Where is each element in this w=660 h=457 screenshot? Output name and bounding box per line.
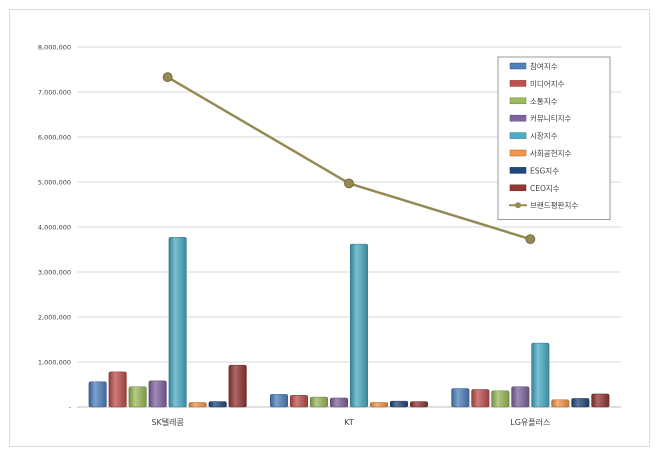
bar-5-1 bbox=[168, 237, 187, 408]
legend-swatch bbox=[509, 80, 527, 87]
y-tick-label: 4,000,000 bbox=[38, 224, 71, 232]
legend-label: 소통지수 bbox=[530, 97, 558, 106]
bar-4-3 bbox=[511, 386, 530, 408]
bar-1-1 bbox=[88, 381, 107, 408]
y-tick-label: 2,000,000 bbox=[38, 314, 71, 322]
bar-3-3 bbox=[491, 390, 510, 408]
line-point-3 bbox=[525, 234, 536, 245]
bar-8-3 bbox=[591, 393, 610, 408]
x-axis-categories: SK텔레콤 KT LG유플러스 bbox=[151, 418, 550, 427]
legend-swatch bbox=[509, 114, 527, 122]
y-tick-label: 5,000,000 bbox=[38, 179, 71, 187]
y-tick-label: 6,000,000 bbox=[38, 134, 71, 142]
bar-6-1 bbox=[188, 402, 207, 408]
y-tick-label: - bbox=[69, 404, 72, 412]
bar-1-2 bbox=[270, 394, 288, 408]
category-label: SK텔레콤 bbox=[151, 418, 183, 427]
bar-6-3 bbox=[551, 399, 570, 408]
line-series-path bbox=[167, 76, 531, 241]
bar-6-2 bbox=[370, 402, 388, 408]
y-tick-label: 8,000,000 bbox=[38, 44, 71, 52]
y-tick-label: 3,000,000 bbox=[38, 269, 71, 277]
bar-2-2 bbox=[290, 395, 308, 408]
y-tick-label: 7,000,000 bbox=[38, 89, 71, 97]
legend-swatch bbox=[509, 97, 527, 105]
bar-3-1 bbox=[128, 386, 147, 408]
bar-1-3 bbox=[451, 388, 470, 408]
bar-8-1 bbox=[228, 364, 247, 408]
bar-8-2 bbox=[410, 401, 428, 408]
line-point-1 bbox=[162, 72, 173, 83]
category-label: KT bbox=[344, 418, 354, 427]
bar-2-1 bbox=[108, 371, 127, 408]
bar-5-2 bbox=[350, 243, 368, 408]
legend-marker bbox=[515, 202, 521, 209]
legend-swatch bbox=[509, 149, 527, 157]
bar-7-1 bbox=[208, 401, 227, 408]
bar-4-2 bbox=[330, 397, 348, 408]
line-point-2 bbox=[344, 178, 354, 189]
category-label: LG유플러스 bbox=[510, 418, 550, 427]
legend-swatch bbox=[509, 167, 527, 174]
legend-label: 참여지수 bbox=[530, 61, 558, 71]
legend-swatch bbox=[509, 184, 527, 192]
legend-swatch bbox=[509, 62, 527, 70]
legend-label: 브랜드평판지수 bbox=[530, 200, 578, 210]
bar-3-2 bbox=[310, 396, 328, 408]
legend-label: 미디어지수 bbox=[530, 78, 565, 88]
bar-2-3 bbox=[471, 389, 490, 408]
legend-label: CEO지수 bbox=[530, 184, 560, 193]
legend-swatch bbox=[509, 132, 527, 139]
bar-7-2 bbox=[390, 400, 408, 408]
line-series bbox=[162, 72, 536, 245]
bar-7-3 bbox=[571, 398, 590, 408]
legend-label: ESG지수 bbox=[530, 166, 559, 175]
bar-4-1 bbox=[148, 380, 167, 408]
bars bbox=[88, 237, 610, 408]
bar-5-3 bbox=[531, 342, 550, 408]
y-tick-label: 1,000,000 bbox=[38, 359, 71, 367]
y-axis-ticks: - 1,000,000 2,000,000 3,000,000 4,000,000 5,0… bbox=[38, 44, 72, 412]
legend-label: 커뮤니티지수 bbox=[530, 114, 571, 123]
legend-label: 사회공헌지수 bbox=[530, 149, 571, 158]
legend-label: 시장지수 bbox=[530, 131, 558, 141]
